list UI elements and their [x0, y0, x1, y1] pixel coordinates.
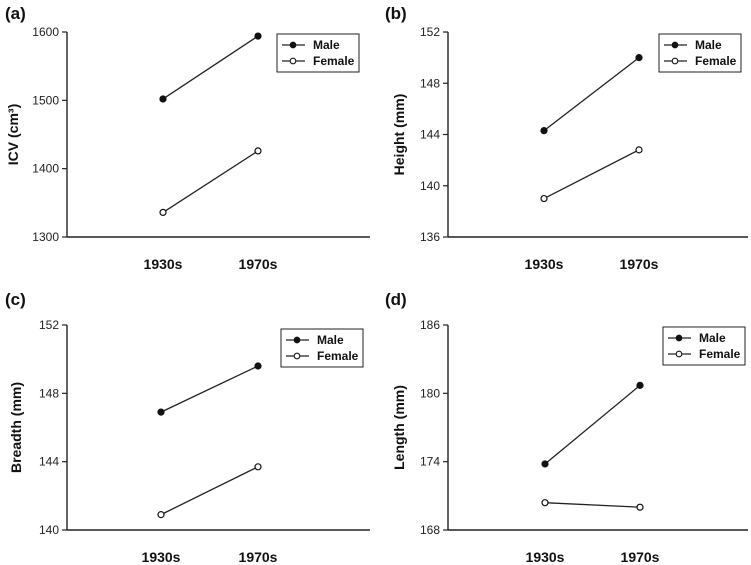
legend-marker	[293, 352, 301, 360]
series-male-line	[544, 384, 641, 465]
chart-panel-2: 136 140 144 148 152 1930s 1970s (b) Height (mm) M…	[385, 4, 748, 272]
y-tick-label: 136	[420, 230, 440, 244]
legend-box	[658, 33, 742, 73]
y-tick-label: 168	[420, 523, 440, 537]
series-female-line	[160, 466, 259, 516]
series-male-point	[254, 32, 262, 40]
y-axis-title: Breadth (mm)	[8, 382, 24, 473]
legend-label: Male	[317, 333, 344, 347]
legend-label: Male	[699, 331, 726, 345]
legend-marker	[671, 41, 679, 49]
series-male-point	[636, 381, 644, 389]
x-category-label: 1970s	[621, 549, 660, 565]
series-female-point	[157, 511, 165, 519]
x-category-label: 1930s	[144, 256, 183, 272]
legend-label: Male	[313, 38, 340, 52]
y-tick-label: 144	[420, 128, 440, 142]
series-female-point	[636, 503, 644, 511]
y-tick-label: 152	[420, 25, 440, 39]
panel-label: (c)	[5, 290, 26, 309]
y-tick-label: 1600	[32, 25, 59, 39]
chart-panel-1: 1300 1400 1500 1600 1930s 1970s (a) ICV (cm³) Ma…	[5, 4, 370, 272]
y-tick-label: 1300	[32, 230, 59, 244]
y-tick-label: 1500	[32, 93, 59, 107]
legend-label: Female	[317, 349, 359, 363]
legend-marker	[293, 336, 301, 344]
y-axis-title: Height (mm)	[391, 94, 407, 176]
legend-label: Female	[313, 54, 355, 68]
y-tick-label: 1400	[32, 162, 59, 176]
series-male-point	[540, 127, 548, 135]
legend-box	[280, 328, 364, 368]
y-tick-label: 148	[39, 386, 59, 400]
series-female-line	[544, 502, 641, 508]
legend-box	[276, 33, 360, 73]
y-axis-title: Length (mm)	[391, 385, 407, 470]
legend: Male Female	[662, 326, 746, 366]
series-male-line	[543, 57, 640, 132]
y-tick-label: 174	[420, 455, 440, 469]
y-tick-label: 186	[420, 318, 440, 332]
y-axis-title: ICV (cm³)	[5, 104, 21, 165]
legend-label: Male	[695, 38, 722, 52]
panel-label: (d)	[385, 290, 407, 309]
legend-marker	[289, 57, 297, 65]
x-category-label: 1930s	[142, 549, 181, 565]
x-category-label: 1930s	[526, 549, 565, 565]
x-category-label: 1930s	[525, 256, 564, 272]
series-male-point	[541, 460, 549, 468]
x-category-label: 1970s	[620, 256, 659, 272]
panel-label: (a)	[5, 4, 26, 23]
legend: Male Female	[658, 33, 742, 73]
series-male-point	[157, 408, 165, 416]
panel-label: (b)	[385, 4, 407, 23]
legend: Male Female	[280, 328, 364, 368]
series-female-point	[635, 146, 643, 154]
chart-panel-3: 140 144 148 152 1930s 1970s (c) Breadth (mm) Mal…	[5, 290, 370, 565]
y-tick-label: 148	[420, 76, 440, 90]
legend: Male Female	[276, 33, 360, 73]
series-female-point	[159, 208, 167, 216]
series-male-point	[159, 95, 167, 103]
y-tick-label: 152	[39, 318, 59, 332]
legend-marker	[675, 334, 683, 342]
series-male-line	[162, 35, 259, 100]
y-tick-label: 140	[420, 179, 440, 193]
series-female-line	[162, 150, 259, 213]
series-female-point	[540, 194, 548, 203]
legend-marker	[675, 350, 683, 358]
chart-panel-4: 168 174 180 186 1930s 1970s (d) Length (mm) Male…	[385, 290, 748, 565]
y-tick-label: 144	[39, 455, 59, 469]
series-female-point	[541, 499, 549, 507]
series-male-point	[254, 362, 262, 370]
legend-label: Female	[699, 347, 741, 361]
legend-box	[662, 326, 746, 366]
legend-marker	[671, 57, 679, 65]
series-female-point	[254, 147, 262, 155]
series-female-point	[254, 463, 262, 471]
x-category-label: 1970s	[239, 256, 278, 272]
legend-marker	[289, 41, 297, 49]
series-female-line	[543, 149, 640, 200]
y-tick-label: 180	[420, 386, 440, 400]
x-category-label: 1970s	[239, 549, 278, 565]
y-tick-label: 140	[39, 523, 59, 537]
legend-label: Female	[695, 54, 737, 68]
series-male-point	[635, 54, 643, 62]
series-male-line	[160, 365, 259, 413]
